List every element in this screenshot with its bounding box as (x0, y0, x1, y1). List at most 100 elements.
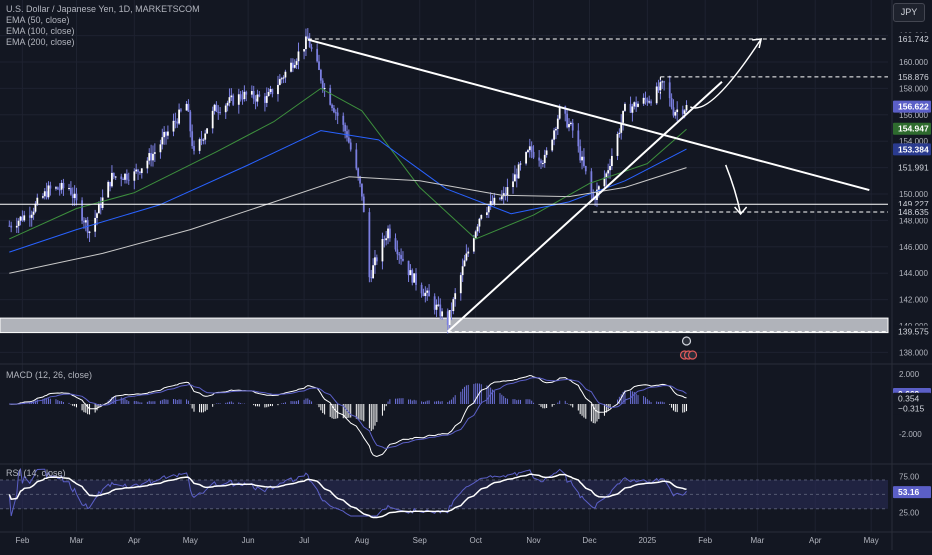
bullish-arrow (689, 38, 762, 109)
candle-body (556, 118, 559, 129)
price-tick-label: 142.000 (899, 296, 928, 305)
candle-body (176, 121, 179, 124)
candle-body (428, 290, 430, 297)
candle-body (19, 216, 22, 221)
candle-body (388, 228, 391, 239)
candle-body (88, 231, 91, 233)
candle-body (258, 94, 261, 97)
chart-legend: U.S. Dollar / Japanese Yen, 1D, MARKETSC… (6, 4, 200, 48)
price-label: 153.384 (898, 144, 929, 154)
candle-body (581, 156, 583, 161)
x-tick-label: Apr (809, 536, 822, 545)
candle-body (271, 89, 274, 95)
candle-body (239, 94, 242, 99)
candle-body (232, 95, 235, 105)
candle-body (99, 203, 102, 209)
price-tick-label: 158.000 (899, 84, 928, 93)
candle-body (215, 104, 218, 112)
candle-body (124, 173, 126, 180)
candle-body (472, 238, 475, 252)
price-tick-label: 154.000 (899, 137, 928, 146)
candle-body (159, 144, 162, 153)
candle-body (202, 139, 205, 141)
x-tick-label: Feb (15, 536, 29, 545)
candle-body (515, 174, 518, 179)
rsi-label-bg (893, 486, 931, 499)
macd-line (9, 374, 687, 458)
candle-body (655, 86, 658, 104)
price-label-bg (893, 33, 931, 46)
candle-body (398, 254, 401, 256)
candle-body (463, 260, 466, 267)
candle-body (269, 89, 272, 92)
candle-body (657, 86, 660, 91)
candle-body (178, 109, 180, 124)
candle-body (502, 193, 505, 197)
candle-body (375, 257, 378, 262)
candle-body (476, 226, 479, 232)
rsi-title: RSI (14, close) (6, 468, 66, 478)
candle-body (685, 105, 688, 111)
candle-body (577, 130, 580, 147)
candle-body (681, 109, 684, 114)
candle-body (433, 296, 436, 310)
candle-body (541, 163, 544, 165)
candle-body (359, 176, 361, 184)
candle-body (166, 131, 169, 136)
candle-body (459, 275, 462, 294)
candle-body (512, 181, 514, 188)
candle-body (683, 110, 686, 114)
candle-body (127, 179, 130, 181)
candle-body (674, 112, 677, 116)
currency-button[interactable]: JPY (893, 3, 925, 22)
candle-body (224, 105, 227, 113)
candle-body (204, 133, 207, 140)
candle-body (161, 137, 164, 145)
candle-body (62, 182, 65, 189)
candle-body (528, 146, 531, 151)
x-tick-label: Mar (751, 536, 765, 545)
candle-body (527, 150, 529, 153)
x-tick-label: 2025 (638, 536, 656, 545)
candle-body (84, 220, 87, 223)
candle-body (543, 154, 546, 164)
price-tick-label: 156.000 (899, 111, 928, 120)
price-label: 161.742 (898, 34, 929, 44)
candle-body (426, 290, 429, 293)
candle-body (381, 239, 384, 262)
candle-body (663, 81, 666, 83)
rsi-raw-line (8, 467, 687, 517)
price-label-bg (893, 161, 931, 174)
candle-body (73, 193, 76, 199)
rsi-tick-label: 25.00 (899, 508, 920, 517)
candle-body (450, 310, 453, 312)
candle-body (245, 91, 248, 95)
candle-body (295, 61, 298, 65)
candle-body (618, 132, 621, 134)
price-label-bg (893, 325, 931, 338)
candle-body (109, 181, 111, 187)
ascending-trendline (447, 81, 723, 333)
x-tick-label: May (864, 536, 879, 545)
candle-body (254, 98, 257, 102)
candle-body (213, 104, 216, 111)
macd-label: −0.315 (898, 404, 925, 414)
candle-body (551, 139, 554, 151)
candle-body (267, 91, 270, 96)
candle-body (631, 106, 634, 113)
descending-trendline (307, 38, 870, 192)
candle-body (187, 103, 190, 112)
candle-body (519, 163, 522, 165)
rsi-label: 53.16 (898, 487, 920, 497)
candle-body (672, 107, 675, 116)
candle-body (241, 98, 244, 100)
candle-body (452, 299, 455, 312)
candle-body (114, 176, 117, 178)
candle-body (584, 165, 587, 172)
candle-body (32, 211, 35, 215)
candle-body (180, 109, 182, 111)
price-label: 156.622 (898, 102, 929, 112)
candle-body (513, 174, 516, 182)
